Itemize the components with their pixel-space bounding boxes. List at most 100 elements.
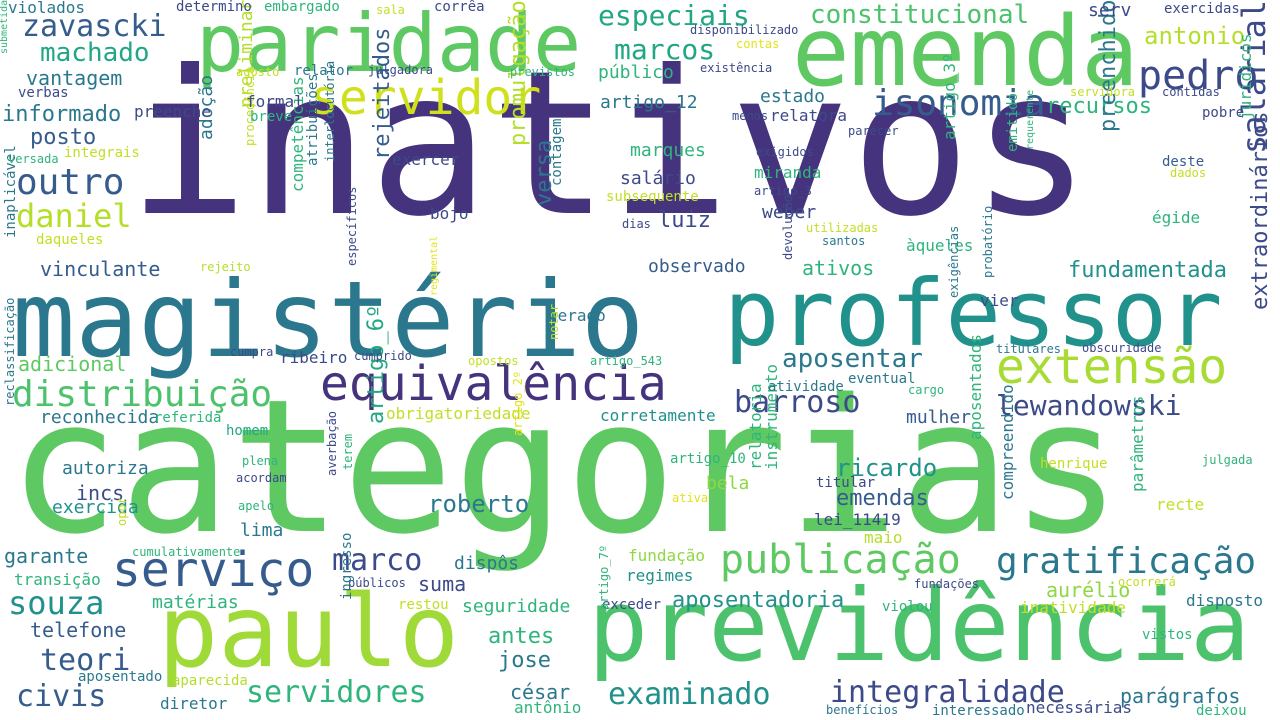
word-dias: dias	[622, 217, 651, 231]
word-exercer: exercer	[392, 150, 460, 169]
word-interessado: interessado	[932, 703, 1025, 719]
word-exigidos: exigidos	[756, 145, 814, 159]
word-bojo: bojo	[430, 204, 469, 223]
word-previstos: previstos	[510, 65, 576, 79]
word-artigo-543: artigo_543	[590, 354, 663, 368]
word-gerado: gerado	[548, 306, 606, 325]
word-exceder: exceder	[602, 597, 662, 613]
word-contas: contas	[736, 37, 780, 51]
word-restou: restou	[398, 597, 449, 613]
word-serv: serv	[1088, 0, 1132, 21]
word-aposentado: aposentado	[78, 669, 163, 685]
word-inatividade: inatividade	[1020, 598, 1126, 617]
word-lewandowski: lewandowski	[996, 389, 1182, 422]
word-vier: vier	[980, 291, 1019, 310]
word-recursos: recursos	[1046, 94, 1152, 119]
word-homem: homem	[226, 423, 269, 439]
word-especificos: específicos	[345, 186, 359, 266]
word-averbacao: averbação	[325, 410, 339, 476]
word-luiz: luiz	[658, 208, 711, 233]
word-marco: marco	[332, 543, 423, 578]
word-vinculante: vinculante	[40, 257, 161, 281]
word-salario: salário	[620, 168, 696, 189]
word-informado: informado	[2, 102, 122, 127]
word-relator: relator	[294, 63, 354, 79]
word-regimental: regimental	[429, 235, 440, 296]
word-vistos: vistos	[1142, 627, 1193, 643]
word-parecer: parecer	[848, 124, 899, 138]
word-compreendido: compreendido	[998, 384, 1017, 500]
word-titulares: titulares	[996, 342, 1062, 356]
word-opor: opor	[115, 497, 129, 526]
word-determino: determino	[176, 0, 252, 15]
word-examinado: examinado	[608, 677, 771, 712]
word-versada: versada	[8, 152, 59, 166]
word-vantagem: vantagem	[26, 66, 123, 90]
word-extraordinarios: extraordinários	[1248, 111, 1273, 310]
word-aposentadoria: aposentadoria	[672, 588, 845, 613]
word-menos: menos	[732, 109, 769, 123]
word-ocorrera: ocorrerá	[1118, 575, 1176, 589]
word-rejeito: rejeito	[200, 260, 251, 274]
word-dispos: dispôs	[454, 553, 520, 574]
word-ingresso: ingresso	[339, 532, 355, 600]
word-suma: suma	[418, 572, 467, 596]
word-julgadora: julgadora	[368, 63, 434, 77]
word-ativos: ativos	[802, 256, 875, 280]
word-referida: referida	[154, 410, 222, 426]
word-acordam: acordam	[236, 471, 287, 485]
word-incs: incs	[76, 481, 125, 505]
word-integrais: integrais	[64, 145, 140, 161]
word-cumulativamente: cumulativamente	[132, 545, 241, 559]
word-artigo-10: artigo_10	[670, 451, 746, 467]
word-miranda: miranda	[754, 163, 822, 182]
word-aparecida: aparecida	[172, 673, 248, 689]
word-daniel: daniel	[16, 197, 132, 235]
word-necessarias: necessárias	[1026, 698, 1132, 717]
word-publico: público	[598, 62, 674, 83]
word-paridade: paridade	[196, 0, 582, 90]
word-posto: posto	[30, 125, 97, 150]
word-verbas: verbas	[18, 85, 69, 101]
word-disposto: disposto	[1186, 591, 1264, 610]
word-maio: maio	[864, 528, 903, 547]
word-exercida: exercida	[52, 497, 139, 518]
word-regimes: regimes	[626, 566, 694, 585]
word-agosto: agosto	[236, 65, 280, 79]
word-outro: outro	[16, 162, 125, 203]
word-terem: terem	[341, 433, 355, 470]
word-fundamentada: fundamentada	[1068, 258, 1227, 283]
word-recte: recte	[1156, 495, 1205, 514]
word-correa: corrêa	[434, 0, 485, 15]
word-teori: teori	[40, 643, 131, 678]
word-exercidas: exercidas	[1164, 1, 1240, 17]
word-constitucional: constitucional	[810, 0, 1030, 30]
word-diretor: diretor	[160, 694, 228, 713]
word-bela: bela	[706, 473, 750, 494]
word-autoriza: autoriza	[62, 458, 149, 479]
word-corretamente: corretamente	[600, 406, 716, 425]
word-zavascki: zavascki	[22, 9, 167, 44]
word-marcos: marcos	[614, 33, 716, 66]
word-isonomia: isonomia	[872, 83, 1046, 124]
word-integralidade: integralidade	[830, 675, 1065, 710]
word-formal: formal	[246, 92, 304, 111]
word-ativa: ativa	[672, 491, 709, 505]
word-jose: jose	[498, 648, 551, 673]
word-santos: santos	[822, 234, 866, 248]
word-aposentar: aposentar	[782, 344, 923, 374]
word-breve: breve	[250, 109, 293, 125]
word-fundacoes: fundações	[914, 577, 980, 591]
word-telefone: telefone	[30, 618, 127, 642]
word-embargado: embargado	[264, 0, 340, 15]
word-servico: serviço	[112, 542, 315, 598]
word-civis: civis	[16, 679, 107, 714]
word-violou: violou	[882, 599, 933, 615]
word-titular: titular	[816, 475, 876, 491]
word-violados: violados	[8, 0, 86, 17]
word-servidores: servidores	[246, 675, 427, 710]
word-cargo: cargo	[908, 383, 945, 397]
word-preenche: preenche	[134, 102, 212, 121]
word-requerente: requerente	[1025, 89, 1036, 150]
